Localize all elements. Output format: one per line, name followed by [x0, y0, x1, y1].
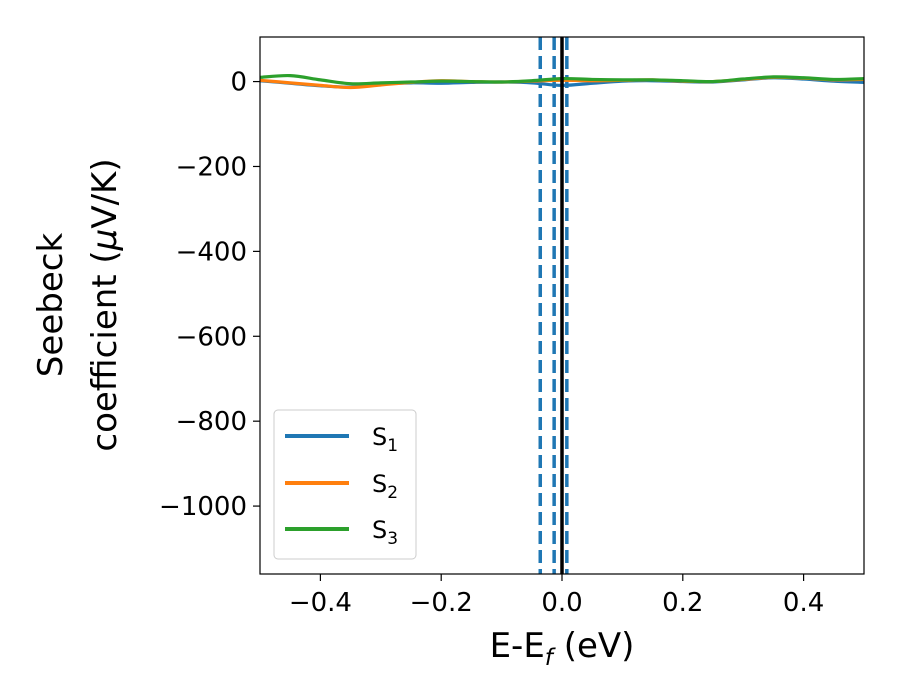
x-tick-label: −0.4: [289, 588, 352, 618]
y-axis-title-line2: coefficient (μV/K): [85, 158, 125, 451]
y-tick-label: −400: [176, 237, 247, 267]
y-tick-label: −600: [176, 322, 247, 352]
series-lines: [260, 37, 864, 574]
x-tick-label: −0.2: [410, 588, 473, 618]
y-tick-label: −1000: [159, 492, 247, 522]
legend-label-s2: S2: [372, 470, 398, 503]
x-axis-ticks: −0.4 −0.2 0.0 0.2 0.4: [289, 574, 824, 618]
legend-label-s3: S3: [372, 516, 398, 549]
x-tick-label: 0.2: [662, 588, 703, 618]
x-tick-label: 0.0: [541, 588, 582, 618]
y-tick-label: 0: [230, 68, 247, 98]
x-axis-title: E-Ef (eV): [490, 626, 635, 671]
legend: S1 S2 S3: [273, 409, 417, 560]
reference-lines: [538, 37, 569, 574]
y-axis-ticks: 0 −200 −400 −600 −800 −1000: [159, 68, 260, 522]
y-tick-label: −200: [176, 152, 247, 182]
legend-label-s1: S1: [372, 423, 398, 456]
x-tick-label: 0.4: [783, 588, 824, 618]
y-axis-title-line1: Seebeck: [31, 233, 71, 378]
y-tick-label: −800: [176, 407, 247, 437]
